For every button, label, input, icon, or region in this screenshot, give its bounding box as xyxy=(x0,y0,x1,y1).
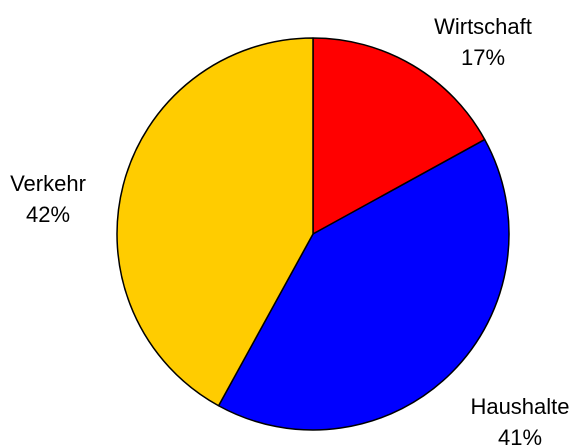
pie-slice xyxy=(312,37,486,235)
slice-label: Verkehr xyxy=(10,171,86,196)
slice-label: Haushalte xyxy=(470,394,569,419)
slice-value-label: 41% xyxy=(498,425,542,447)
slice-label: Wirtschaft xyxy=(434,14,532,39)
pie-slice xyxy=(217,138,510,431)
slice-value-label: 42% xyxy=(26,202,70,227)
slice-value-label: 17% xyxy=(461,45,505,70)
pie-slice xyxy=(116,37,314,407)
